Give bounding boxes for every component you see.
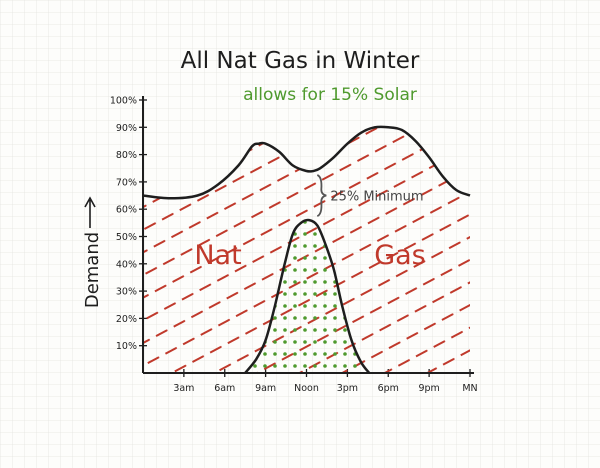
- x-tick-labels: 3am 6am 9am Noon 3pm 6pm 9pm MN: [173, 369, 478, 394]
- y-axis-label: Demand: [82, 232, 103, 308]
- y-tick-label: 70%: [116, 177, 137, 188]
- minimum-brace: [316, 174, 327, 217]
- demand-curve: [142, 125, 471, 200]
- x-tick-label: 9am: [255, 383, 276, 394]
- y-tick-label: 60%: [116, 205, 137, 216]
- chart-title: All Nat Gas in Winter: [181, 48, 420, 74]
- y-tick-label: 30%: [116, 287, 137, 298]
- x-tick-label: 3am: [173, 383, 194, 394]
- x-tick-label: MN: [462, 383, 477, 394]
- x-tick-label: 3pm: [337, 383, 358, 394]
- y-tick-label: 100%: [110, 96, 137, 107]
- y-tick-label: 20%: [116, 314, 137, 325]
- minimum-annotation: 25% Minimum: [330, 190, 423, 205]
- x-tick-label: 9pm: [418, 383, 439, 394]
- x-tick-label: 6am: [214, 383, 235, 394]
- chart-subtitle: allows for 15% Solar: [243, 85, 417, 105]
- y-tick-label: 80%: [116, 150, 137, 161]
- y-tick-label: 50%: [116, 232, 137, 243]
- y-tick-label: 10%: [116, 341, 137, 352]
- y-tick-label: 90%: [116, 123, 137, 134]
- solar-curve: [244, 218, 371, 374]
- x-tick-label: Noon: [294, 383, 319, 394]
- nat-label: Nat: [194, 240, 241, 271]
- gas-label: Gas: [374, 240, 426, 271]
- x-tick-label: 6pm: [378, 383, 399, 394]
- y-tick-label: 40%: [116, 259, 137, 270]
- y-axis-arrow: [84, 196, 96, 228]
